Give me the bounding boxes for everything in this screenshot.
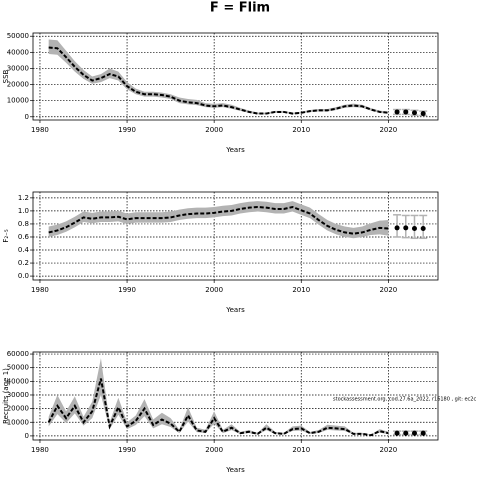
y-tick-label: 1.0 [18,207,29,215]
x-tick-label: 2020 [379,286,397,294]
x-tick-label: 2020 [379,126,397,134]
projection-point [394,109,400,115]
y-tick-label: 10000 [7,97,29,105]
x-tick-label: 2000 [205,446,223,454]
y-tick-label: 0.2 [18,259,29,267]
estimate-line [47,378,389,437]
projection-point [394,430,400,436]
y-axis-label: Recruits (age 1) [2,368,10,424]
y-tick-label: 0.4 [18,246,30,254]
y-tick-label: 60000 [7,350,29,358]
y-tick-label: 0.8 [18,220,29,228]
x-axis-label: Years [225,146,245,154]
annotation: stockassessment.org, cod.27.6a_2022, r16… [333,397,476,403]
x-tick-label: 2010 [292,286,310,294]
projection-point [411,110,417,116]
x-axis-label: Years [225,306,245,314]
projection-point [420,226,426,232]
projection-point [403,109,409,115]
x-axis-label: Years [225,466,245,474]
y-tick-label: 50000 [7,364,29,372]
y-axis-label: SSB [2,69,10,83]
y-tick-label: 40000 [7,377,29,385]
projection-point [411,226,417,232]
x-tick-label: 2010 [292,126,310,134]
x-tick-label: 1990 [118,446,136,454]
estimate-line [48,46,389,115]
y-tick-label: 0 [25,113,29,121]
projection-point [420,111,426,117]
estimate-line [48,205,389,235]
y-tick-label: 0.0 [18,272,29,280]
x-tick-label: 2000 [205,286,223,294]
y-tick-label: 50000 [7,32,29,40]
confidence-band [48,39,389,115]
y-tick-label: 40000 [7,48,29,56]
y-tick-label: 0.6 [18,233,30,241]
plot-frame [32,191,439,281]
projection-point [403,225,409,231]
figure-title: F = Flim [210,1,270,16]
projection-point [411,430,417,436]
projection-point [394,225,400,231]
y-tick-label: 0 [25,432,29,440]
x-tick-label: 1990 [118,126,136,134]
x-tick-label: 2000 [205,126,223,134]
plot-frame [32,351,439,441]
x-tick-label: 1980 [31,286,49,294]
x-tick-label: 1980 [31,126,49,134]
y-tick-label: 20000 [7,405,29,413]
y-tick-label: 1.2 [18,194,29,202]
confidence-band [48,201,389,239]
x-tick-label: 2020 [379,446,397,454]
projection-point [420,430,426,436]
projection-point [403,430,409,436]
x-tick-label: 1990 [118,286,136,294]
x-tick-label: 2010 [292,446,310,454]
y-tick-label: 30000 [7,391,29,399]
y-tick-label: 10000 [7,418,29,426]
plot-frame [32,32,439,121]
y-axis-label: F₂₋₅ [2,229,10,243]
y-tick-label: 30000 [7,64,29,72]
y-tick-label: 20000 [7,81,29,89]
x-tick-label: 1980 [31,446,49,454]
